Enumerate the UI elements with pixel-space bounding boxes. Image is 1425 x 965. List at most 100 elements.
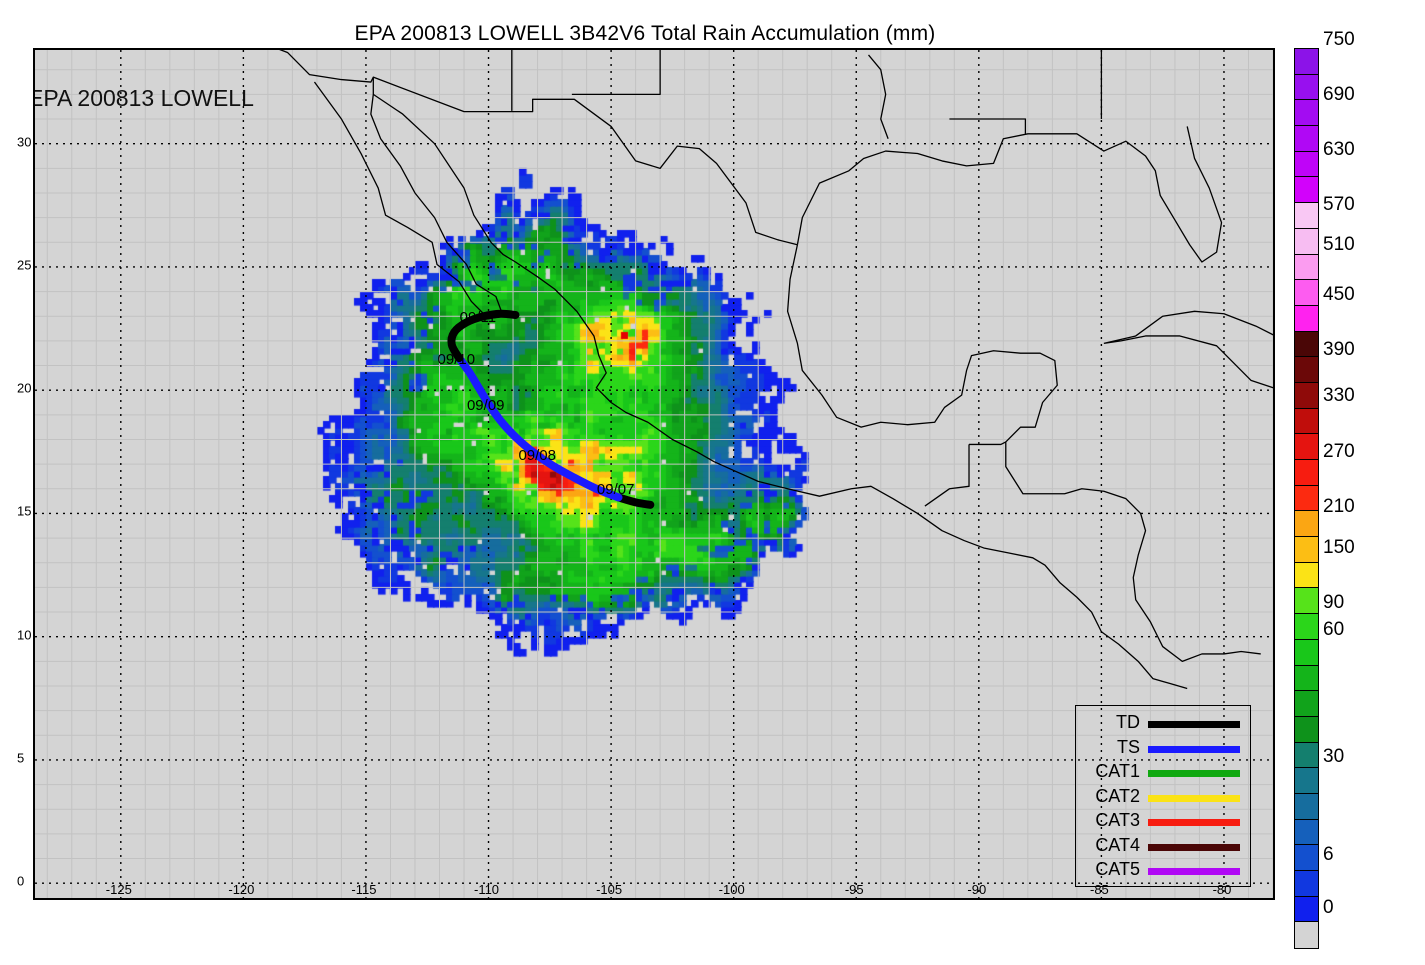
colorbar-segment	[1295, 434, 1318, 460]
legend-color-swatch	[1148, 868, 1240, 875]
colorbar-segment	[1295, 742, 1318, 769]
storm-category-legend: TD TS CAT1 CAT2 CAT3 CAT4 CAT5	[1075, 705, 1251, 887]
legend-label: TS	[1116, 736, 1140, 757]
colorbar-segment	[1295, 357, 1318, 383]
colorbar-tick-label: 0	[1323, 897, 1334, 918]
x-tick-label: -100	[718, 882, 745, 897]
colorbar-tick-label: 90	[1323, 592, 1345, 613]
x-tick-label: -85	[1089, 882, 1109, 897]
colorbar-segment	[1295, 280, 1318, 306]
x-tick-label: -125	[105, 882, 132, 897]
legend-label: CAT2	[1095, 785, 1140, 806]
colorbar-segment	[1295, 126, 1318, 152]
y-tick-label: 25	[17, 257, 32, 273]
colorbar-segment	[1295, 382, 1318, 409]
colorbar-segment	[1295, 819, 1318, 846]
colorbar-segment	[1295, 460, 1318, 486]
x-tick-label: -105	[596, 882, 623, 897]
colorbar-segment	[1295, 793, 1318, 820]
y-tick-label: 0	[17, 873, 25, 889]
precipitation-heatmap	[35, 50, 1273, 898]
map-overlays	[35, 50, 1273, 898]
colorbar-segment	[1295, 871, 1318, 897]
colorbar-tick-label: 270	[1323, 441, 1355, 462]
legend-color-swatch	[1148, 770, 1240, 777]
colorbar-tick-label: 6	[1323, 844, 1334, 865]
legend-color-swatch	[1148, 843, 1240, 851]
colorbar-tick-label: 570	[1323, 194, 1355, 215]
colorbar-segment	[1295, 896, 1318, 923]
y-tick-label: 20	[17, 380, 32, 396]
legend-color-swatch	[1148, 819, 1240, 826]
colorbar-segment	[1295, 254, 1318, 281]
colorbar-tick-label: 390	[1323, 339, 1355, 360]
colorbar	[1294, 48, 1319, 950]
y-tick-label: 10	[17, 627, 32, 643]
map-plot-area: EPA 200813 LOWELL 09/07 09/08 09/09 09/10 09…	[33, 48, 1275, 900]
legend-item-cat1: CAT1	[1076, 761, 1250, 785]
legend-item-ts: TS	[1076, 737, 1250, 761]
legend-label: TD	[1116, 712, 1140, 732]
storm-id-label: EPA 200813 LOWELL	[33, 85, 254, 111]
legend-item-cat3: CAT3	[1076, 810, 1250, 834]
x-tick-label: -110	[473, 882, 500, 897]
colorbar-segment	[1295, 716, 1318, 743]
colorbar-segment	[1295, 639, 1318, 666]
colorbar-segment	[1295, 151, 1318, 178]
colorbar-segment	[1295, 331, 1318, 358]
legend-label: CAT5	[1095, 859, 1140, 879]
colorbar-segment	[1295, 588, 1318, 615]
legend-item-cat2: CAT2	[1076, 786, 1250, 810]
track-date-label: 09/07	[596, 481, 635, 499]
x-tick-label: -90	[967, 882, 987, 897]
colorbar-segment	[1295, 511, 1318, 538]
colorbar-tick-label: 210	[1323, 496, 1355, 517]
track-date-label: 09/08	[518, 446, 556, 464]
legend-item-cat5: CAT5	[1076, 859, 1250, 883]
colorbar-segment	[1295, 691, 1318, 717]
colorbar-segment	[1295, 485, 1318, 512]
colorbar-tick-label: 150	[1323, 537, 1355, 558]
colorbar-tick-label: 510	[1323, 234, 1355, 255]
colorbar-segment	[1295, 228, 1318, 255]
x-tick-label: -115	[351, 882, 377, 897]
colorbar-segment	[1295, 537, 1318, 563]
colorbar-tick-label: 60	[1323, 619, 1345, 640]
legend-color-swatch	[1148, 745, 1240, 753]
legend-label: CAT4	[1095, 834, 1140, 855]
colorbar-segment	[1295, 665, 1318, 692]
x-tick-label: -120	[228, 882, 255, 897]
legend-label: CAT3	[1095, 810, 1140, 830]
y-tick-label: 30	[17, 134, 32, 150]
y-tick-label: 15	[17, 503, 32, 519]
colorbar-tick-label: 450	[1323, 284, 1355, 305]
colorbar-tick-label: 30	[1323, 746, 1345, 767]
colorbar-segment	[1295, 100, 1318, 127]
legend-item-td: TD	[1076, 712, 1250, 736]
colorbar-segment	[1295, 203, 1318, 229]
colorbar-segment	[1295, 922, 1318, 949]
colorbar-segment	[1295, 408, 1318, 435]
colorbar-tick-label: 690	[1323, 84, 1355, 105]
chart-title: EPA 200813 LOWELL 3B42V6 Total Rain Accu…	[354, 22, 936, 45]
track-date-label: 09/09	[466, 397, 505, 415]
colorbar-segment	[1295, 845, 1318, 871]
colorbar-segment	[1295, 562, 1318, 589]
y-tick-label: 5	[17, 750, 25, 766]
x-tick-label: -95	[844, 882, 864, 897]
track-date-label: 09/10	[437, 350, 476, 368]
colorbar-tick-label: 330	[1323, 385, 1355, 406]
legend-color-swatch	[1148, 794, 1240, 802]
colorbar-segment	[1295, 177, 1318, 204]
legend-item-cat4: CAT4	[1076, 835, 1250, 859]
colorbar-segment	[1295, 74, 1318, 101]
track-date-label: 09/11	[459, 308, 497, 326]
legend-label: CAT1	[1095, 761, 1140, 781]
colorbar-segment	[1295, 49, 1318, 75]
colorbar-segment	[1295, 614, 1318, 640]
legend-color-swatch	[1148, 721, 1240, 728]
colorbar-tick-label: 630	[1323, 139, 1355, 160]
x-tick-label: -80	[1212, 882, 1232, 897]
colorbar-tick-label: 750	[1323, 29, 1355, 50]
colorbar-segment	[1295, 768, 1318, 794]
